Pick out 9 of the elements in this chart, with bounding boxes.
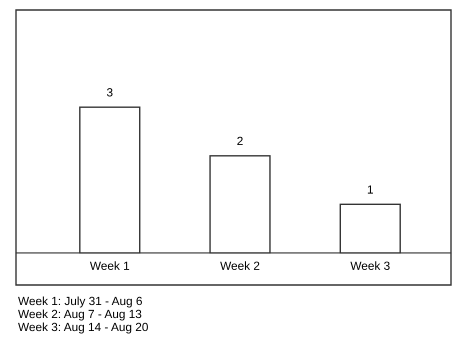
- x-tick-label: Week 1: [90, 261, 130, 270]
- data-label: 2: [237, 136, 243, 145]
- text: Week 1: July 31 - Aug 6: [18, 296, 142, 308]
- data-label: 1: [368, 185, 373, 194]
- text: Week 2: Aug 7 - Aug 13: [18, 309, 142, 321]
- x-tick-label: Week 2: [220, 261, 260, 270]
- data-label: 3: [106, 88, 113, 97]
- x-tick-label: Week 3: [350, 261, 390, 270]
- text: Week 3: Aug 14 - Aug 20: [18, 322, 148, 334]
